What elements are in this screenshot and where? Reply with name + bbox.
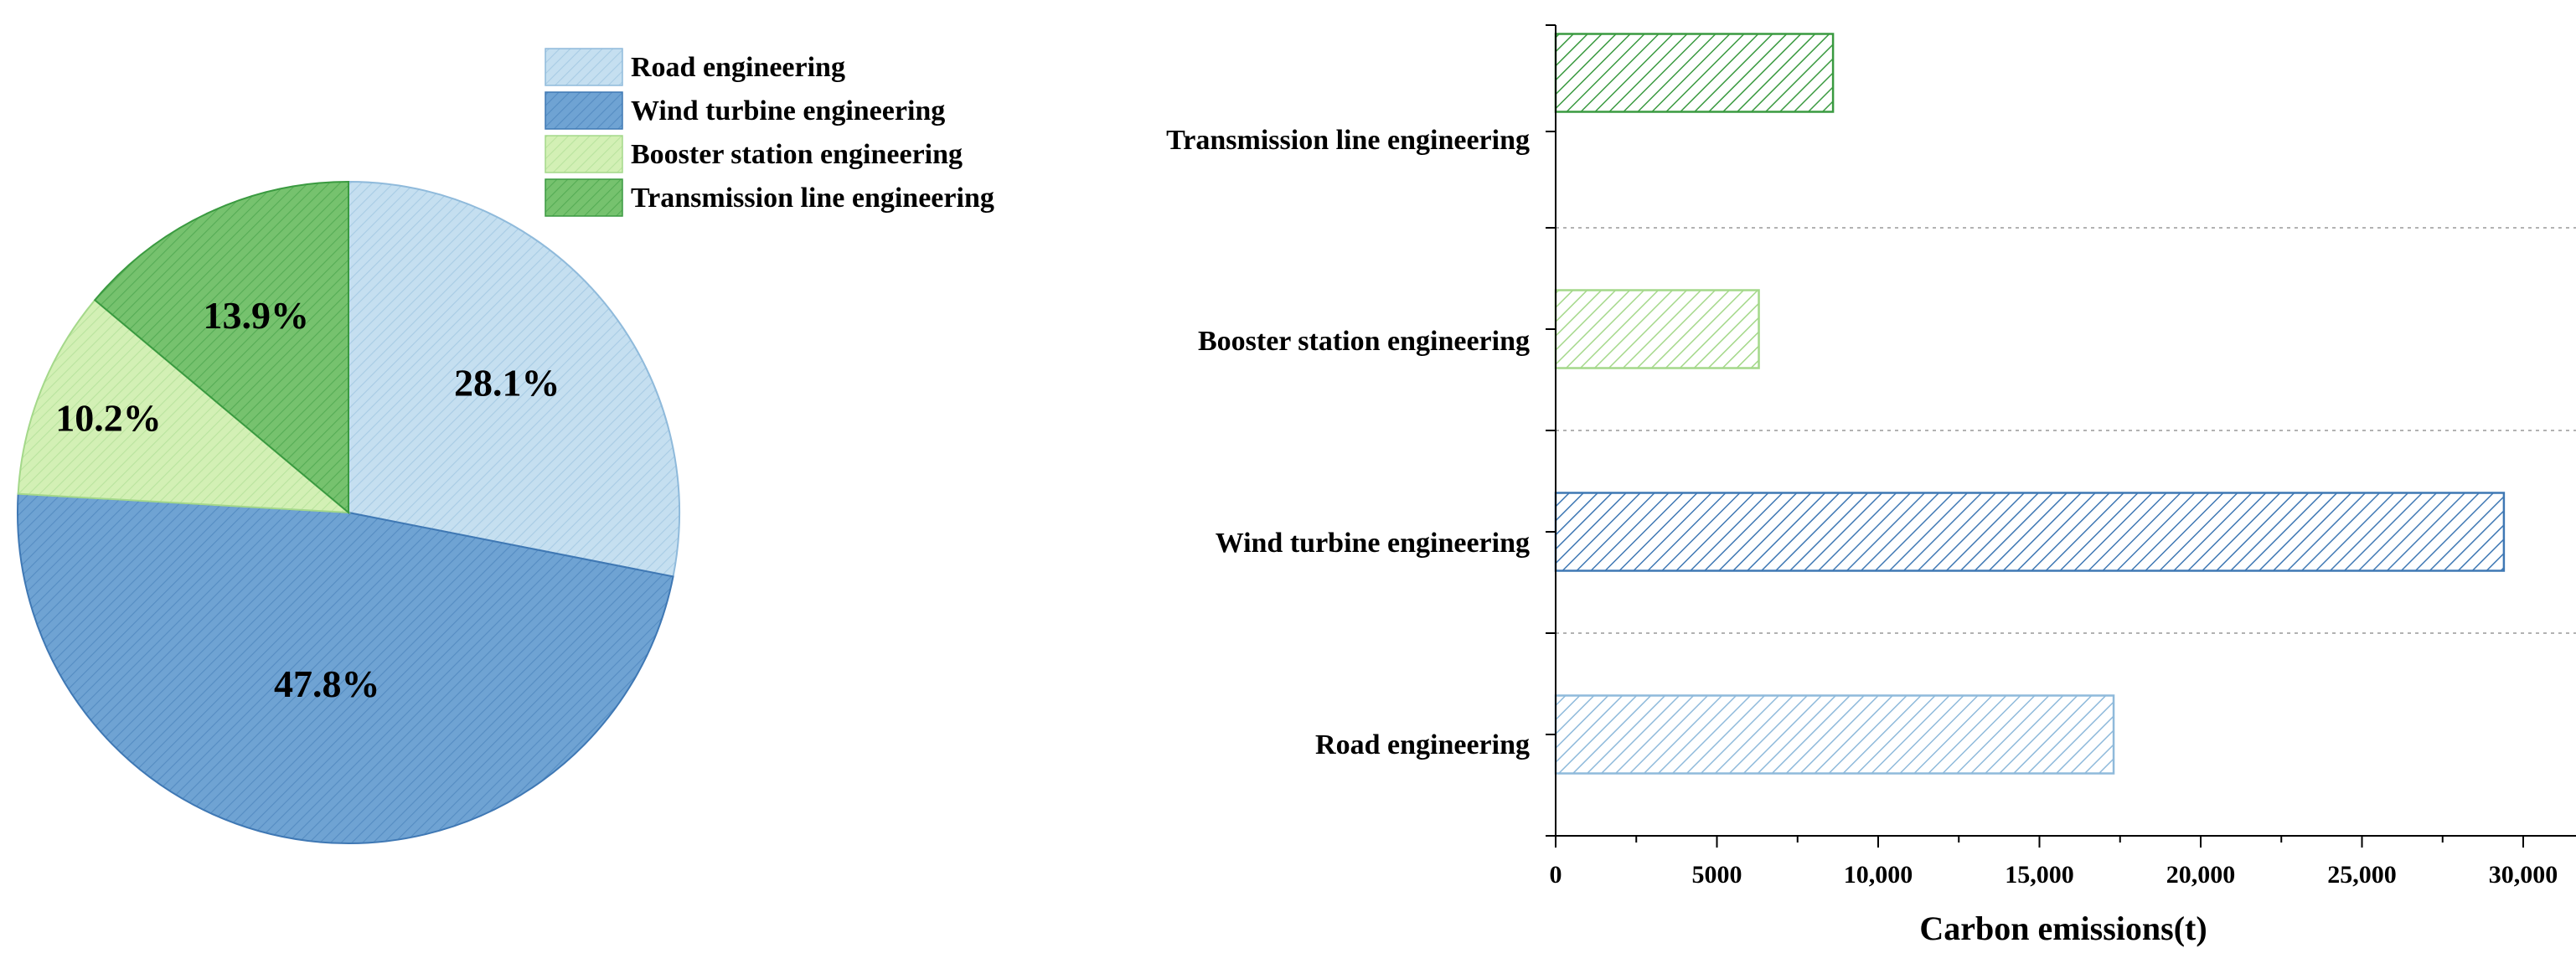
bar-category-labels: Road engineering Wind turbine engineering…	[1166, 125, 1530, 760]
category-label-wind-turbine-engineering: Wind turbine engineering	[1216, 528, 1530, 559]
pie-label-wind-turbine-engineering: 47.8%	[274, 662, 380, 705]
bar-series	[1554, 33, 2506, 775]
pie-legend: Road engineering Wind turbine engineering…	[545, 48, 994, 217]
bar-wind-turbine-engineering	[1554, 492, 2506, 572]
x-tick-label: 0	[1550, 861, 1562, 889]
bar-road-engineering	[1554, 694, 2115, 775]
category-label-transmission-line-engineering: Transmission line engineering	[1166, 125, 1530, 156]
x-tick-label: 15,000	[2005, 861, 2074, 889]
legend-label-booster-station-engineering: Booster station engineering	[631, 139, 963, 170]
pie-value-labels: 28.1% 47.8% 10.2% 13.9%	[55, 294, 560, 705]
x-tick-label: 20,000	[2166, 861, 2236, 889]
bar-gridlines	[1556, 227, 2576, 634]
pie-chart: 28.1% 47.8% 10.2% 13.9%	[17, 180, 680, 845]
legend-swatch-booster-station-engineering	[545, 135, 623, 173]
legend-item-road-engineering: Road engineering	[545, 48, 845, 86]
legend-item-booster-station-engineering: Booster station engineering	[545, 135, 963, 173]
pie-slice-booster-station-engineering	[17, 298, 351, 514]
pie-slice-road-engineering	[348, 180, 680, 578]
pie-slice-wind-turbine-engineering	[17, 492, 674, 845]
bar-axes	[1546, 24, 2576, 837]
legend-label-transmission-line-engineering: Transmission line engineering	[631, 183, 994, 214]
legend-item-transmission-line-engineering: Transmission line engineering	[545, 178, 994, 217]
x-tick-label: 30,000	[2489, 861, 2558, 889]
bar-transmission-line-engineering	[1554, 33, 1835, 113]
pie-label-transmission-line-engineering: 13.9%	[203, 294, 309, 337]
legend-swatch-wind-turbine-engineering	[545, 91, 623, 130]
legend-label-wind-turbine-engineering: Wind turbine engineering	[631, 95, 945, 126]
x-axis-title: Carbon emissions(t)	[1919, 910, 2207, 947]
legend-swatch-road-engineering	[545, 48, 623, 86]
bar-chart: Road engineering Wind turbine engineering…	[1166, 24, 2576, 947]
x-tick-label: 25,000	[2327, 861, 2397, 889]
legend-item-wind-turbine-engineering: Wind turbine engineering	[545, 91, 945, 130]
pie-label-road-engineering: 28.1%	[454, 361, 560, 404]
legend-label-road-engineering: Road engineering	[631, 52, 845, 83]
legend-swatch-transmission-line-engineering	[545, 178, 623, 217]
bar-x-ticks: 0 5000 10,000 15,000 20,000 25,000 30,000	[1550, 836, 2558, 889]
pie-slice-transmission-line-engineering	[93, 180, 349, 515]
pie-slices	[17, 180, 680, 845]
bar-booster-station-engineering	[1554, 289, 1760, 369]
category-label-road-engineering: Road engineering	[1315, 729, 1530, 760]
x-tick-label: 10,000	[1844, 861, 1913, 889]
pie-label-booster-station-engineering: 10.2%	[55, 397, 162, 440]
category-label-booster-station-engineering: Booster station engineering	[1198, 326, 1530, 357]
x-tick-label: 5000	[1692, 861, 1742, 889]
